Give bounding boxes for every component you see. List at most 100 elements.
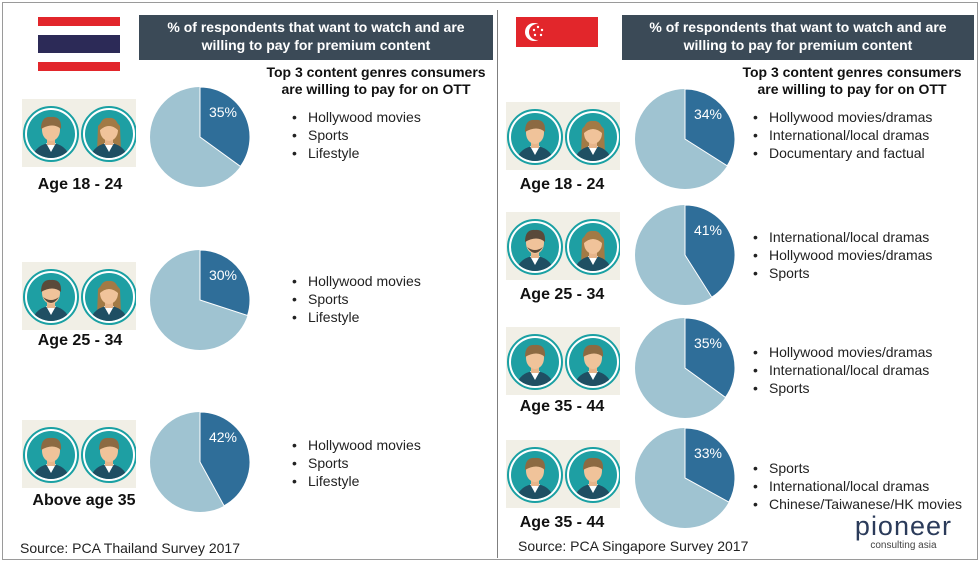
male-avatar-icon [23,106,79,162]
genre-item: Chinese/Taiwanese/HK movies [751,495,962,513]
pie-highlight-slice [199,411,251,507]
singapore-age-label-4: Age 35 - 44 [519,514,605,531]
genre-item: Hollywood movies/dramas [751,246,932,264]
pie-highlight-slice [199,86,251,168]
thailand-title-line-2: willing to pay for premium content [201,37,431,53]
pie-highlight-slice [684,317,736,399]
thailand-genre-list-2: Hollywood moviesSportsLifestyle [290,272,421,326]
genre-item: International/local dramas [751,477,962,495]
singapore-title: % of respondents that want to watch and … [622,15,974,60]
thailand-age-label-3: Above age 35 [32,492,136,509]
thailand-pie-1: 35% [150,86,251,187]
male-avatar-icon [81,427,136,483]
singapore-genre-list-4: SportsInternational/local dramasChinese/… [751,459,962,513]
male-avatar-icon [507,447,563,503]
singapore-age-label-3: Age 35 - 44 [519,398,605,415]
singapore-source: Source: PCA Singapore Survey 2017 [518,538,749,554]
singapore-title-line-2: willing to pay for premium content [683,37,913,53]
pie-highlight-slice [684,204,736,298]
genre-item: International/local dramas [751,228,932,246]
female-avatar-icon [81,106,136,162]
genre-item: International/local dramas [751,126,932,144]
thailand-subtitle-line-2: are willing to pay for on OTT [281,81,471,97]
panel-divider [497,10,498,558]
genre-item: Hollywood movies [290,436,421,454]
singapore-panel: % of respondents that want to watch and … [498,0,980,562]
brand-tagline: consulting asia [870,540,937,551]
male-avatar-icon [507,109,563,165]
thailand-title: % of respondents that want to watch and … [139,15,493,60]
singapore-age-label-2: Age 25 - 34 [519,286,605,303]
thailand-source: Source: PCA Thailand Survey 2017 [20,540,240,556]
genre-item: Lifestyle [290,472,421,490]
pie-percent-label: 42% [209,429,237,445]
genre-item: Hollywood movies [290,108,421,126]
male-avatar-icon [565,447,620,503]
singapore-avatars-3 [506,327,620,395]
singapore-pie-2: 41% [635,204,736,305]
pie-percent-label: 35% [209,104,237,120]
thailand-avatars-1 [22,99,136,167]
thailand-subtitle-line-1: Top 3 content genres consumers [266,64,486,80]
pie-percent-label: 30% [209,267,237,283]
genre-item: Sports [751,459,962,477]
pie-percent-label: 33% [694,445,722,461]
singapore-subtitle: Top 3 content genres consumers are willi… [734,64,970,98]
brand-name: pioneer [854,511,952,541]
genre-item: Hollywood movies [290,272,421,290]
singapore-avatars-2 [506,212,620,280]
pie-highlight-slice [199,249,251,317]
thailand-avatars-2 [22,262,136,330]
male-avatar-icon [23,269,79,325]
thailand-avatars-3 [22,420,136,488]
thailand-genre-list-3: Hollywood moviesSportsLifestyle [290,436,421,490]
genre-item: Sports [290,454,421,472]
singapore-avatars-4 [506,440,620,508]
thailand-age-label-1: Age 18 - 24 [37,176,123,193]
genre-item: Documentary and factual [751,144,932,162]
male-avatar-icon [23,427,79,483]
genre-item: Hollywood movies/dramas [751,108,932,126]
singapore-genre-list-2: International/local dramasHollywood movi… [751,228,932,282]
male-avatar-icon [507,219,563,275]
thailand-title-line-1: % of respondents that want to watch and … [167,19,465,35]
pie-highlight-slice [684,88,736,167]
male-avatar-icon [565,334,620,390]
female-avatar-icon [81,269,136,325]
genre-item: Sports [751,264,932,282]
thailand-subtitle: Top 3 content genres consumers are willi… [258,64,494,98]
singapore-age-label-1: Age 18 - 24 [519,176,605,193]
genre-item: Sports [290,290,421,308]
singapore-subtitle-line-1: Top 3 content genres consumers [742,64,962,80]
singapore-title-line-1: % of respondents that want to watch and … [649,19,947,35]
genre-item: Sports [751,379,932,397]
genre-item: Sports [290,126,421,144]
pie-highlight-slice [684,427,736,503]
thailand-pie-3: 42% [150,411,251,512]
singapore-subtitle-line-2: are willing to pay for on OTT [757,81,947,97]
pie-percent-label: 35% [694,335,722,351]
genre-item: Lifestyle [290,144,421,162]
pioneer-logo: pioneer consulting asia [855,512,952,552]
thailand-pie-2: 30% [150,249,251,350]
female-avatar-icon [565,219,620,275]
thailand-flag [38,17,120,71]
pie-percent-label: 34% [694,106,722,122]
male-avatar-icon [507,334,563,390]
thailand-age-label-2: Age 25 - 34 [37,332,123,349]
pie-percent-label: 41% [694,222,722,238]
singapore-pie-1: 34% [635,88,736,189]
singapore-genre-list-1: Hollywood movies/dramasInternational/loc… [751,108,932,162]
singapore-avatars-1 [506,102,620,170]
thailand-genre-list-1: Hollywood moviesSportsLifestyle [290,108,421,162]
female-avatar-icon [565,109,620,165]
thailand-panel: % of respondents that want to watch and … [0,0,497,562]
singapore-flag [516,17,598,47]
singapore-genre-list-3: Hollywood movies/dramasInternational/loc… [751,343,932,397]
singapore-pie-3: 35% [635,317,736,418]
genre-item: International/local dramas [751,361,932,379]
genre-item: Hollywood movies/dramas [751,343,932,361]
genre-item: Lifestyle [290,308,421,326]
singapore-pie-4: 33% [635,427,736,528]
